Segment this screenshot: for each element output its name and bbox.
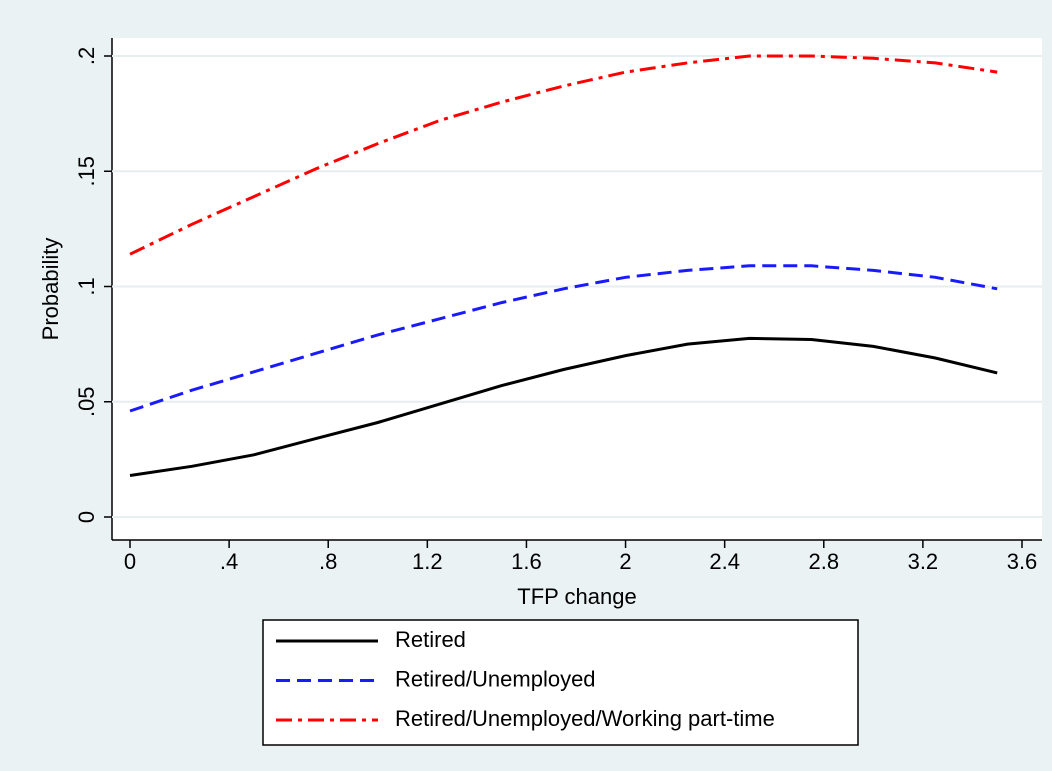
y-axis-label: Probability <box>38 238 63 341</box>
y-tick-label: .2 <box>74 47 99 65</box>
x-tick-label: 1.2 <box>412 549 443 574</box>
y-tick-label: .15 <box>74 156 99 187</box>
legend-label: Retired/Unemployed/Working part-time <box>395 706 775 731</box>
y-tick-label: 0 <box>74 511 99 523</box>
x-tick-label: 2 <box>619 549 631 574</box>
legend-label: Retired/Unemployed <box>395 666 596 691</box>
series-line <box>129 264 998 413</box>
x-axis-label: TFP change <box>517 584 636 609</box>
x-tick-label: .4 <box>220 549 238 574</box>
plot-region <box>112 38 1042 540</box>
x-tick-label: 2.8 <box>808 549 839 574</box>
x-tick-label: .8 <box>319 549 337 574</box>
legend-label: Retired <box>395 627 466 652</box>
x-tick-label: 0 <box>124 549 136 574</box>
x-tick-label: 3.2 <box>908 549 939 574</box>
x-tick-label: 2.4 <box>709 549 740 574</box>
y-tick-label: .1 <box>74 277 99 295</box>
series-line <box>129 336 998 477</box>
y-tick-label: .05 <box>74 386 99 417</box>
x-tick-label: 1.6 <box>511 549 542 574</box>
x-tick-label: 3.6 <box>1007 549 1038 574</box>
